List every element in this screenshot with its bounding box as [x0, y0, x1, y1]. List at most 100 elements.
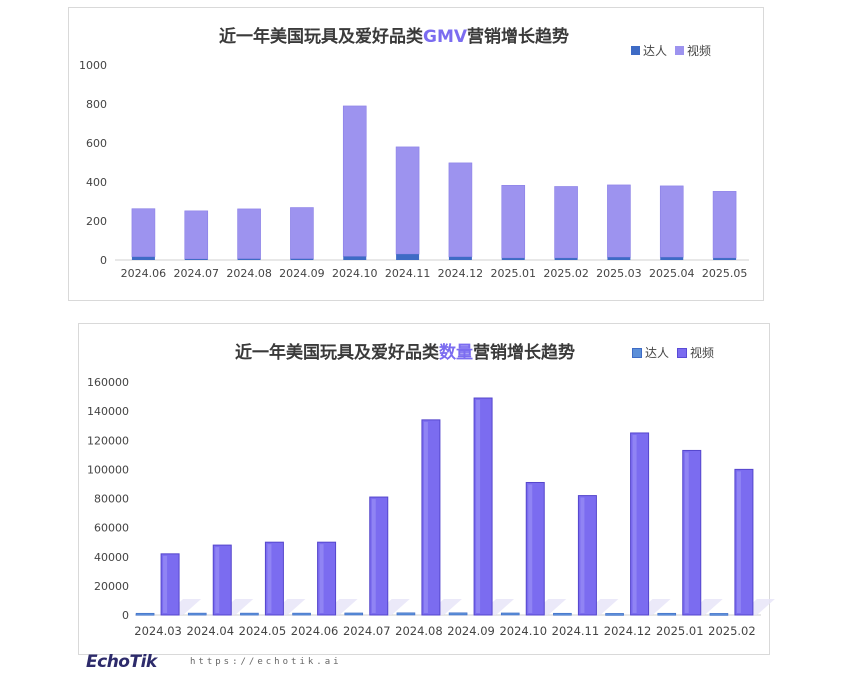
x-tick-label: 2024.08: [395, 624, 443, 638]
bar-video-highlight: [215, 547, 220, 613]
legend-item-video: 视频: [677, 344, 714, 361]
bar-daren: [657, 612, 677, 616]
x-tick-label: 2024.10: [499, 624, 547, 638]
y-tick-label: 160000: [87, 376, 129, 389]
bar-daren: [187, 612, 207, 616]
bar-daren: [501, 258, 525, 260]
y-tick-label: 120000: [87, 434, 129, 447]
gmv-title-highlight: GMV: [423, 27, 468, 47]
legend-swatch-daren: [631, 46, 640, 55]
bar-daren: [396, 612, 416, 616]
quantity-title-prefix: 近一年美国玩具及爱好品类: [235, 343, 439, 363]
legend-label-video: 视频: [687, 44, 712, 58]
bar-video: [607, 184, 631, 258]
bar-video: [131, 208, 156, 258]
bar-daren: [605, 613, 624, 616]
x-tick-label: 2025.03: [596, 267, 642, 280]
x-tick-label: 2024.11: [385, 267, 431, 280]
y-tick-label: 800: [86, 98, 107, 111]
gmv-title-suffix: 营销增长趋势: [467, 27, 570, 47]
x-tick-label: 2024.04: [186, 624, 234, 638]
bar-video-highlight: [163, 555, 168, 613]
gmv-chart-panel: 近一年美国玩具及爱好品类GMV营销增长趋势 达人 视频 0 200 400 600 80…: [68, 7, 764, 301]
gmv-legend: 达人 视频: [631, 42, 711, 59]
bar-daren: [448, 256, 472, 260]
bar-video-highlight: [528, 484, 533, 613]
x-tick-label: 2024.10: [332, 267, 378, 280]
bar-daren: [553, 612, 572, 616]
bar-video: [448, 162, 473, 258]
quantity-title-highlight: 数量: [439, 343, 473, 363]
bar-video: [395, 146, 420, 255]
x-tick-label: 2024.06: [121, 267, 166, 280]
bar-video: [554, 186, 578, 259]
legend-label-daren: 达人: [643, 44, 668, 58]
bar-video-highlight: [580, 497, 585, 613]
x-tick-label: 2024.06: [291, 624, 339, 638]
gmv-title-prefix: 近一年美国玩具及爱好品类: [219, 27, 423, 47]
x-tick-label: 2024.09: [447, 624, 495, 638]
bar-daren: [709, 613, 729, 616]
y-tick-label: 200: [86, 215, 107, 228]
bar-daren: [554, 258, 578, 260]
bar-video-highlight: [423, 421, 428, 613]
legend-item-daren: 达人: [632, 344, 669, 361]
quantity-chart-plot: 0 20000 40000 60000 80000 100000 120000 140000 1…: [87, 376, 775, 638]
bar-video-highlight: [371, 499, 376, 613]
y-tick-label: 40000: [94, 551, 129, 564]
gmv-chart-title: 近一年美国玩具及爱好品类GMV营销增长趋势: [219, 22, 569, 47]
bar-daren: [290, 258, 314, 260]
bar-daren: [343, 256, 367, 260]
bar-daren: [184, 259, 208, 260]
x-tick-label: 2024.08: [226, 267, 271, 280]
y-tick-label: 0: [100, 254, 107, 267]
bar-video: [184, 210, 209, 260]
bar-video: [712, 191, 737, 259]
quantity-legend: 达人 视频: [632, 344, 714, 361]
x-tick-label: 2025.02: [708, 624, 756, 638]
bar-daren: [292, 612, 311, 616]
y-tick-label: 140000: [87, 405, 129, 418]
x-tick-label: 2024.05: [239, 624, 287, 638]
gmv-chart-plot: 0 200 400 600 800 1000 2024.06 2024.07 2024.08 20…: [79, 59, 749, 280]
quantity-title-suffix: 营销增长趋势: [473, 343, 575, 363]
y-tick-label: 0: [122, 609, 129, 622]
bar-video: [659, 185, 684, 258]
legend-label-video: 视频: [690, 346, 715, 360]
y-tick-label: 20000: [94, 580, 129, 593]
bar-daren: [448, 612, 468, 616]
bar-daren: [713, 258, 737, 260]
bar-video: [342, 105, 367, 257]
bar-video-highlight: [684, 452, 689, 613]
bar-daren: [135, 612, 155, 616]
bar-daren: [240, 612, 259, 616]
x-tick-label: 2025.02: [543, 267, 589, 280]
bar-video-highlight: [319, 544, 324, 613]
y-tick-label: 1000: [79, 59, 107, 72]
bar-video: [290, 207, 314, 260]
footer: EchoTik https://echotik.ai: [86, 652, 386, 676]
x-tick-label: 2024.07: [174, 267, 220, 280]
bar-daren: [607, 257, 631, 260]
y-tick-label: 100000: [87, 463, 129, 476]
quantity-chart-title: 近一年美国玩具及爱好品类数量营销增长趋势: [235, 338, 575, 363]
x-tick-label: 2024.12: [604, 624, 652, 638]
bar-daren: [396, 254, 420, 260]
x-tick-label: 2024.11: [552, 624, 600, 638]
footer-url[interactable]: https://echotik.ai: [190, 657, 342, 667]
x-tick-label: 2024.07: [343, 624, 391, 638]
legend-swatch-video: [677, 347, 688, 358]
bar-video-highlight: [267, 544, 272, 613]
bar-daren: [500, 612, 520, 616]
bar-video-highlight: [476, 400, 481, 613]
x-tick-label: 2024.09: [279, 267, 325, 280]
x-tick-label: 2024.12: [438, 267, 484, 280]
quantity-chart-panel: 近一年美国玩具及爱好品类数量营销增长趋势 达人 视频 0 20000 40000 60…: [78, 323, 775, 655]
y-tick-label: 60000: [94, 522, 129, 535]
x-tick-label: 2025.01: [491, 267, 537, 280]
bar-daren: [237, 258, 261, 260]
bar-video-highlight: [736, 471, 741, 613]
x-tick-label: 2025.01: [656, 624, 704, 638]
x-tick-label: 2024.03: [134, 624, 182, 638]
legend-swatch-video: [675, 46, 685, 55]
